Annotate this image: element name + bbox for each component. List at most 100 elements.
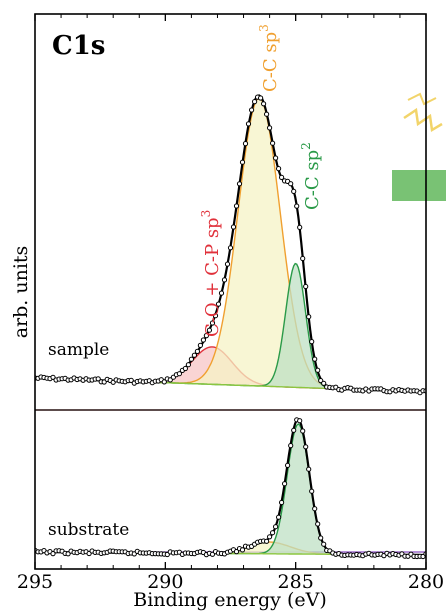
substrate-data-point <box>318 535 324 541</box>
sample-data-point <box>50 374 56 380</box>
substrate-data-point <box>309 488 315 494</box>
substrate-data-point <box>321 541 327 547</box>
peak-label-cc-sp3-text: C-C sp <box>260 32 281 92</box>
sample-data-point <box>188 356 194 362</box>
sample-data-point <box>200 337 206 343</box>
sample-data-point <box>182 365 188 372</box>
peak-label-cc-sp3-sup: 3 <box>257 24 271 32</box>
sample-data-point <box>95 376 101 382</box>
x-tick-label: 280 <box>408 571 444 593</box>
sample-data-point <box>221 277 228 283</box>
zigzag-glyph-2 <box>407 92 437 106</box>
substrate-data-point <box>279 499 285 506</box>
substrate-data-point <box>300 428 306 434</box>
substrate-data-point <box>276 514 282 520</box>
sample-data-point <box>206 327 212 333</box>
substrate-data-point <box>282 481 288 487</box>
sample-data-point <box>303 283 309 290</box>
sample-data-point <box>167 377 173 383</box>
sample-data-point <box>279 174 285 180</box>
sample-data-point <box>249 107 255 113</box>
sample-data-point <box>233 203 240 209</box>
sample-data-point <box>230 224 237 230</box>
substrate-data-point <box>315 521 321 527</box>
substrate-data-point <box>267 534 273 540</box>
sample-data-point <box>128 377 134 383</box>
plot-area <box>35 94 426 560</box>
sample-data-point <box>306 314 312 320</box>
zigzag-glyph <box>403 107 443 133</box>
x-tick-label: 290 <box>147 571 183 593</box>
sample-data-point <box>236 181 243 187</box>
sample-data-point <box>276 166 282 172</box>
panel-substrate <box>35 417 426 560</box>
sample-data-point <box>252 99 258 105</box>
sample-data-point <box>224 261 231 267</box>
sample-data-point <box>288 181 294 187</box>
substrate-data-point <box>306 466 312 472</box>
substrate-label: substrate <box>48 520 129 540</box>
sample-label: sample <box>48 340 109 360</box>
substrate-data-point <box>273 524 279 530</box>
sample-data-point <box>264 111 270 117</box>
sample-data-point <box>203 333 209 339</box>
sample-data-point <box>242 141 249 147</box>
sample-data-point <box>239 159 246 165</box>
substrate-data-point <box>291 427 297 433</box>
substrate-data-point <box>50 551 56 557</box>
sample-data-point <box>309 339 315 345</box>
peak-label-co-cp-sp3: C-O + C-P sp3 <box>199 210 223 337</box>
sample-data-point <box>218 290 225 296</box>
substrate-data-point <box>285 462 291 468</box>
x-axis-title: Binding energy (eV) <box>133 589 327 611</box>
sample-data-point <box>176 371 182 377</box>
sample-data-point <box>191 352 197 358</box>
sample-data-point <box>297 224 303 230</box>
peak-label-cc-sp3: C-C sp3 <box>257 24 281 92</box>
sample-data-point <box>261 101 267 107</box>
x-tick-label: 295 <box>17 571 53 593</box>
sample-component-fill-1 <box>35 98 426 392</box>
peak-label-cc-sp2-sup: 2 <box>299 142 313 150</box>
y-axis-title: arb. units <box>10 246 32 339</box>
sample-data-point <box>185 362 191 368</box>
sample-data-point <box>294 203 300 209</box>
sample-data-point <box>321 380 327 386</box>
substrate-data-point <box>233 549 240 555</box>
sample-data-point <box>215 301 222 307</box>
substrate-data-point <box>297 418 303 424</box>
sample-data-point <box>300 255 306 262</box>
plot-frame <box>34 13 427 570</box>
x-tick-label: 285 <box>278 571 314 593</box>
sample-data-point <box>197 342 203 348</box>
sample-data-point <box>291 188 297 194</box>
sample-data-point <box>245 121 252 127</box>
substrate-data-point <box>288 443 294 449</box>
sample-data-point <box>227 245 234 251</box>
panel-sample <box>35 94 426 411</box>
peak-label-cc-sp2: C-C sp2 <box>299 142 323 210</box>
substrate-data-point <box>239 547 246 553</box>
panel-label: C1s <box>52 31 105 61</box>
green-bar <box>392 170 446 201</box>
substrate-data-point <box>264 538 270 544</box>
sample-data-point <box>312 356 318 362</box>
peak-label-co-cp-text: C-O + C-P sp <box>202 217 223 337</box>
peak-label-cc-sp2-text: C-C sp <box>302 150 323 210</box>
x-axis-ticks: 295 290 285 280 <box>17 14 444 593</box>
sample-data-point <box>161 379 167 385</box>
sample-data-point <box>273 155 279 161</box>
sample-data-point <box>267 125 273 131</box>
substrate-data-point <box>303 444 309 450</box>
sample-data-point <box>315 367 321 373</box>
sample-data-point <box>194 348 200 354</box>
sample-data-point <box>209 320 216 326</box>
sample-data-point <box>270 140 276 146</box>
substrate-data-point <box>312 506 318 512</box>
sample-data-point <box>212 313 219 319</box>
sample-data-point <box>258 95 264 101</box>
peak-label-co-cp-sup: 3 <box>199 210 213 218</box>
substrate-data-point <box>270 530 276 536</box>
cropped-side-graphic <box>392 92 446 201</box>
